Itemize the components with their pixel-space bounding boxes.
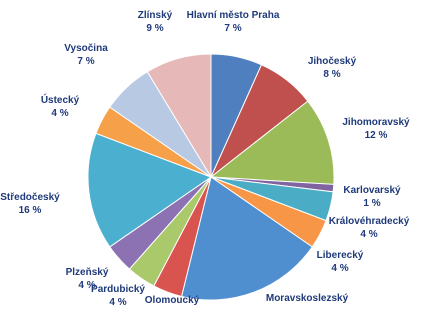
slice-percent: 7 %	[224, 23, 241, 34]
pie-slices	[87, 53, 335, 301]
slice-percent: 12 %	[365, 130, 388, 141]
slice-label-9: Plzeňský 4 %	[66, 267, 109, 291]
slice-name: Moravskoslezský	[266, 293, 349, 304]
slice-label-13: Zlínský 9 %	[138, 10, 173, 34]
slice-name: Vysočina	[64, 43, 108, 54]
slice-label-6: Moravskoslezský	[266, 293, 349, 304]
slice-name: Karlovarský	[343, 185, 401, 196]
slice-name: Jihomoravský	[342, 117, 410, 128]
slice-percent: 4 %	[51, 108, 68, 119]
slice-name: Středočeský	[0, 192, 60, 203]
slice-name: Ústecký	[41, 93, 80, 106]
slice-label-12: Vysočina 7 %	[64, 43, 108, 67]
slice-label-0: Hlavní město Praha 7 %	[187, 10, 280, 34]
pie-slice-13	[146, 53, 212, 179]
pie-labels: Hlavní město Praha 7 % Jihočeský 8 % Jihomor…	[0, 10, 410, 308]
slice-label-2: Jihomoravský 12 %	[342, 117, 410, 141]
slice-name: Olomoucký	[145, 295, 200, 306]
slice-percent: 4 %	[78, 280, 95, 291]
slice-label-1: Jihočeský 8 %	[308, 56, 357, 80]
pie-slice-2	[209, 100, 335, 185]
slice-percent: 4 %	[331, 263, 348, 274]
slice-percent: 9 %	[146, 23, 163, 34]
slice-label-4: Královéhradecký 4 %	[329, 216, 410, 240]
slice-name: Pardubický	[91, 284, 145, 295]
slice-name: Plzeňský	[66, 267, 109, 278]
slice-percent: 4 %	[360, 229, 377, 240]
slice-percent: 1 %	[363, 198, 380, 209]
slice-name: Královéhradecký	[329, 216, 410, 227]
slice-percent: 8 %	[323, 69, 340, 80]
slice-percent: 7 %	[77, 56, 94, 67]
slice-percent: 4 %	[109, 297, 126, 308]
slice-label-10: Středočeský 16 %	[0, 192, 60, 216]
slice-percent: 16 %	[19, 205, 42, 216]
slice-name: Hlavní město Praha	[187, 10, 280, 21]
pie-slice-10	[87, 132, 213, 248]
pie-slice-6	[180, 176, 313, 301]
slice-label-8: Pardubický 4 %	[91, 284, 145, 308]
slice-label-11: Ústecký 4 %	[41, 93, 80, 119]
slice-name: Zlínský	[138, 10, 173, 21]
slice-label-3: Karlovarský 1 %	[343, 185, 401, 209]
slice-label-5: Liberecký 4 %	[317, 250, 364, 274]
slice-name: Liberecký	[317, 250, 364, 261]
slice-name: Jihočeský	[308, 56, 357, 67]
slice-label-7: Olomoucký	[145, 295, 200, 306]
